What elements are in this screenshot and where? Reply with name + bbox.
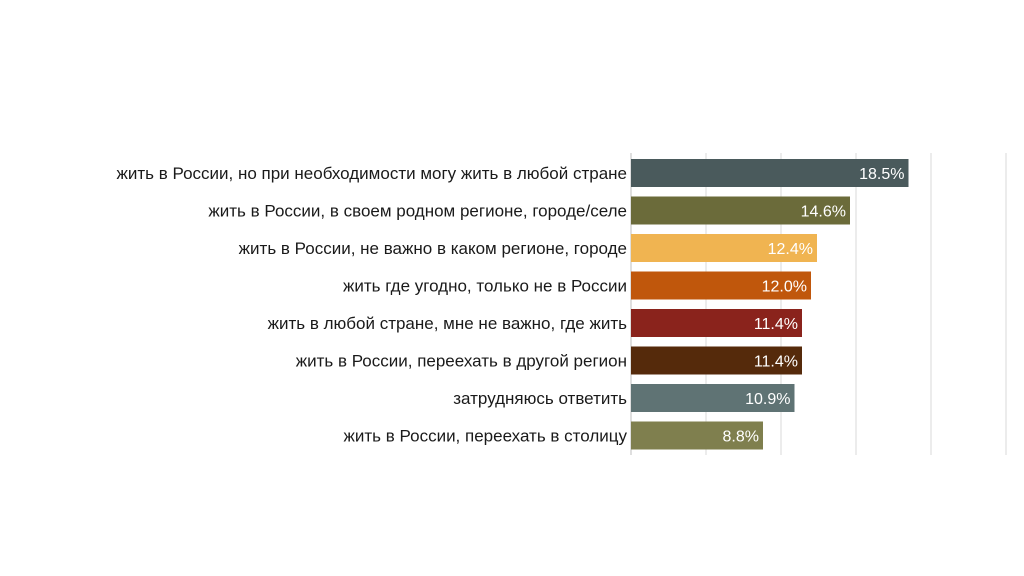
bar xyxy=(631,309,802,337)
category-label: жить в России, но при необходимости могу… xyxy=(116,164,627,183)
value-label: 12.4% xyxy=(768,241,813,258)
category-labels: жить в России, но при необходимости могу… xyxy=(116,164,627,446)
value-labels: 18.5% 14.6% 12.4% 12.0% 11.4% 11.4% 10.9% 8.8% xyxy=(723,166,905,446)
value-label: 12.0% xyxy=(762,279,807,296)
category-label: жить в России, не важно в каком регионе,… xyxy=(239,239,627,258)
bar xyxy=(631,271,811,300)
value-label: 18.5% xyxy=(859,166,904,183)
category-label: жить в любой стране, мне не важно, где ж… xyxy=(268,314,628,333)
value-label: 11.4% xyxy=(754,316,798,333)
bar xyxy=(631,384,795,412)
bar xyxy=(631,346,802,375)
bar xyxy=(631,196,850,225)
category-label: затрудняюсь ответить xyxy=(453,389,627,408)
bar xyxy=(631,234,817,262)
bars xyxy=(631,159,909,450)
category-label: жить в России, переехать в другой регион xyxy=(296,352,627,371)
category-label: жить где угодно, только не в России xyxy=(343,277,627,296)
category-label: жить в России, в своем родном регионе, г… xyxy=(208,202,627,221)
value-label: 11.4% xyxy=(754,354,798,371)
category-label: жить в России, переехать в столицу xyxy=(344,427,628,446)
bar xyxy=(631,421,763,450)
bar xyxy=(631,159,909,187)
value-label: 14.6% xyxy=(801,204,846,221)
value-label: 10.9% xyxy=(745,391,790,408)
value-label: 8.8% xyxy=(723,429,759,446)
